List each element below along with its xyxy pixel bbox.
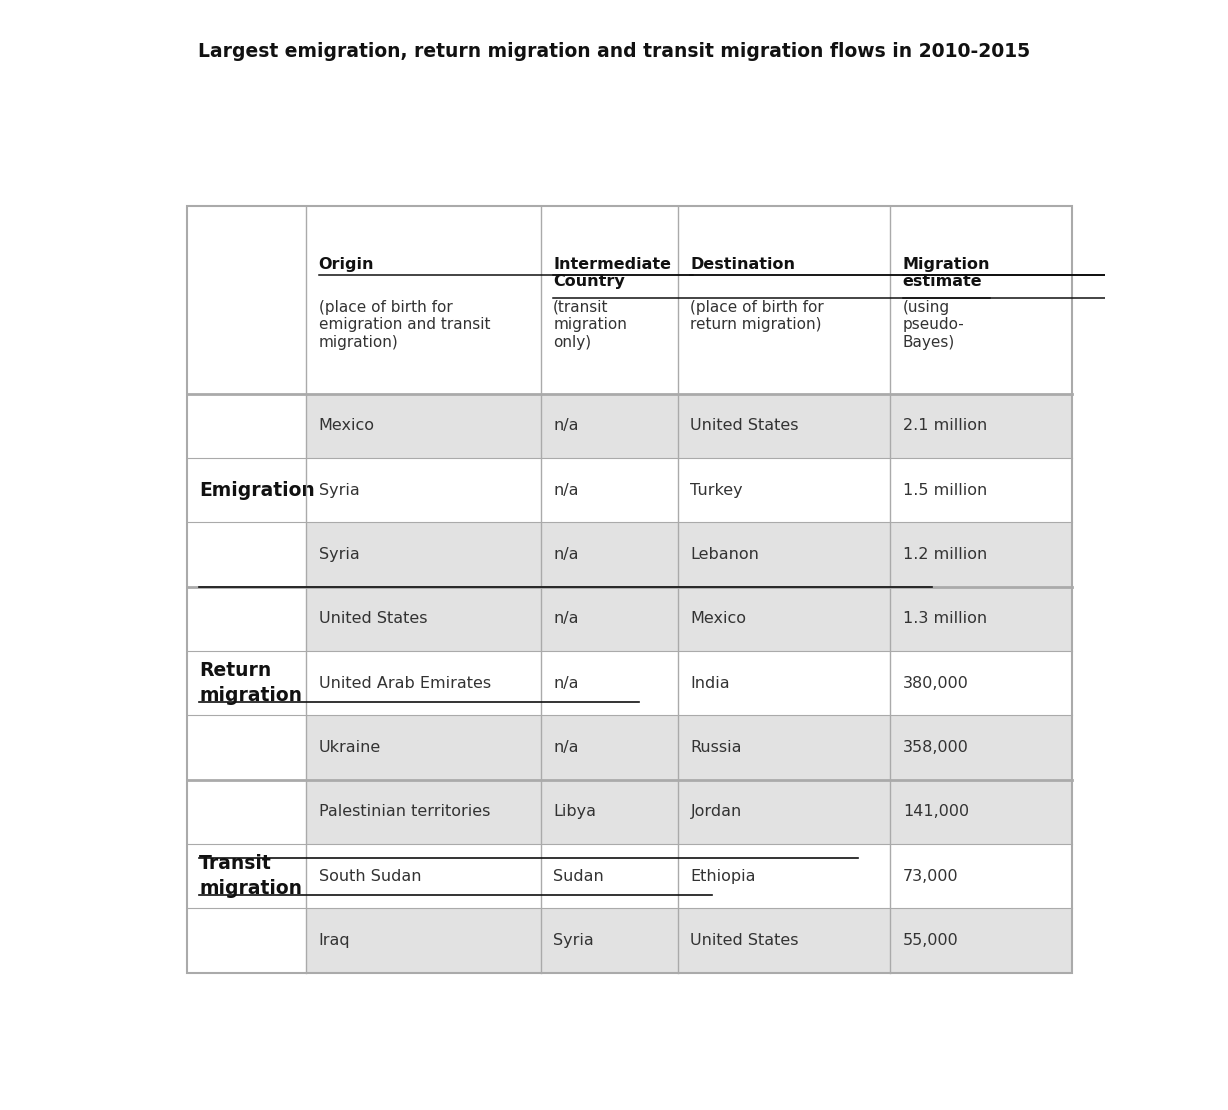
- Bar: [306, 587, 1072, 650]
- Text: 1.3 million: 1.3 million: [903, 612, 987, 626]
- Text: Ethiopia: Ethiopia: [690, 869, 756, 884]
- Text: Return
migration: Return migration: [199, 662, 302, 705]
- Text: n/a: n/a: [554, 676, 578, 690]
- Bar: [306, 458, 1072, 523]
- Bar: [187, 394, 306, 458]
- Bar: [187, 205, 1072, 394]
- Bar: [306, 844, 1072, 908]
- Text: Turkey: Turkey: [690, 483, 743, 497]
- Text: Syria: Syria: [554, 932, 594, 948]
- Text: United Arab Emirates: United Arab Emirates: [319, 676, 491, 690]
- Text: n/a: n/a: [554, 547, 578, 562]
- Bar: [187, 587, 306, 650]
- Text: 73,000: 73,000: [903, 869, 958, 884]
- Text: Mexico: Mexico: [319, 418, 375, 433]
- Text: United States: United States: [690, 418, 799, 433]
- Text: 1.5 million: 1.5 million: [903, 483, 987, 497]
- Text: 358,000: 358,000: [903, 740, 969, 755]
- Text: Intermediate
Country: Intermediate Country: [554, 256, 672, 289]
- Text: 2.1 million: 2.1 million: [903, 418, 987, 433]
- Bar: [187, 650, 306, 715]
- Bar: [306, 779, 1072, 844]
- Text: (using
pseudo-
Bayes): (using pseudo- Bayes): [903, 300, 964, 350]
- Text: Syria: Syria: [319, 483, 360, 497]
- Bar: [187, 779, 306, 844]
- Text: n/a: n/a: [554, 418, 578, 433]
- Bar: [306, 523, 1072, 587]
- Bar: [306, 908, 1072, 972]
- Text: South Sudan: South Sudan: [319, 869, 421, 884]
- Text: Iraq: Iraq: [319, 932, 350, 948]
- Text: (place of birth for
return migration): (place of birth for return migration): [690, 300, 824, 332]
- Text: Syria: Syria: [319, 547, 360, 562]
- Bar: [187, 205, 1072, 972]
- Bar: [306, 650, 1072, 715]
- Bar: [187, 458, 306, 523]
- Text: Destination: Destination: [690, 256, 796, 272]
- Text: n/a: n/a: [554, 612, 578, 626]
- Text: Ukraine: Ukraine: [319, 740, 381, 755]
- Text: 380,000: 380,000: [903, 676, 969, 690]
- Bar: [187, 908, 306, 972]
- Text: Largest emigration, return migration and transit migration flows in 2010-2015: Largest emigration, return migration and…: [198, 42, 1030, 61]
- Text: Palestinian territories: Palestinian territories: [319, 805, 490, 819]
- Text: Emigration: Emigration: [199, 481, 314, 500]
- Bar: [187, 523, 306, 587]
- Text: United States: United States: [319, 612, 427, 626]
- Bar: [187, 715, 306, 779]
- Text: United States: United States: [690, 932, 799, 948]
- Text: Russia: Russia: [690, 740, 742, 755]
- Text: n/a: n/a: [554, 740, 578, 755]
- Text: Jordan: Jordan: [690, 805, 742, 819]
- Text: Mexico: Mexico: [690, 612, 747, 626]
- Text: India: India: [690, 676, 729, 690]
- Text: n/a: n/a: [554, 483, 578, 497]
- Text: Sudan: Sudan: [554, 869, 604, 884]
- Text: (place of birth for
emigration and transit
migration): (place of birth for emigration and trans…: [319, 300, 490, 350]
- Text: 1.2 million: 1.2 million: [903, 547, 987, 562]
- Bar: [187, 844, 306, 908]
- Text: Transit
migration: Transit migration: [199, 854, 302, 898]
- Text: 141,000: 141,000: [903, 805, 969, 819]
- Text: (transit
migration
only): (transit migration only): [554, 300, 628, 350]
- Bar: [306, 715, 1072, 779]
- Bar: [306, 394, 1072, 458]
- Text: Libya: Libya: [554, 805, 597, 819]
- Text: Origin: Origin: [319, 256, 375, 272]
- Text: Lebanon: Lebanon: [690, 547, 759, 562]
- Text: 55,000: 55,000: [903, 932, 959, 948]
- Text: Migration
estimate: Migration estimate: [903, 256, 990, 289]
